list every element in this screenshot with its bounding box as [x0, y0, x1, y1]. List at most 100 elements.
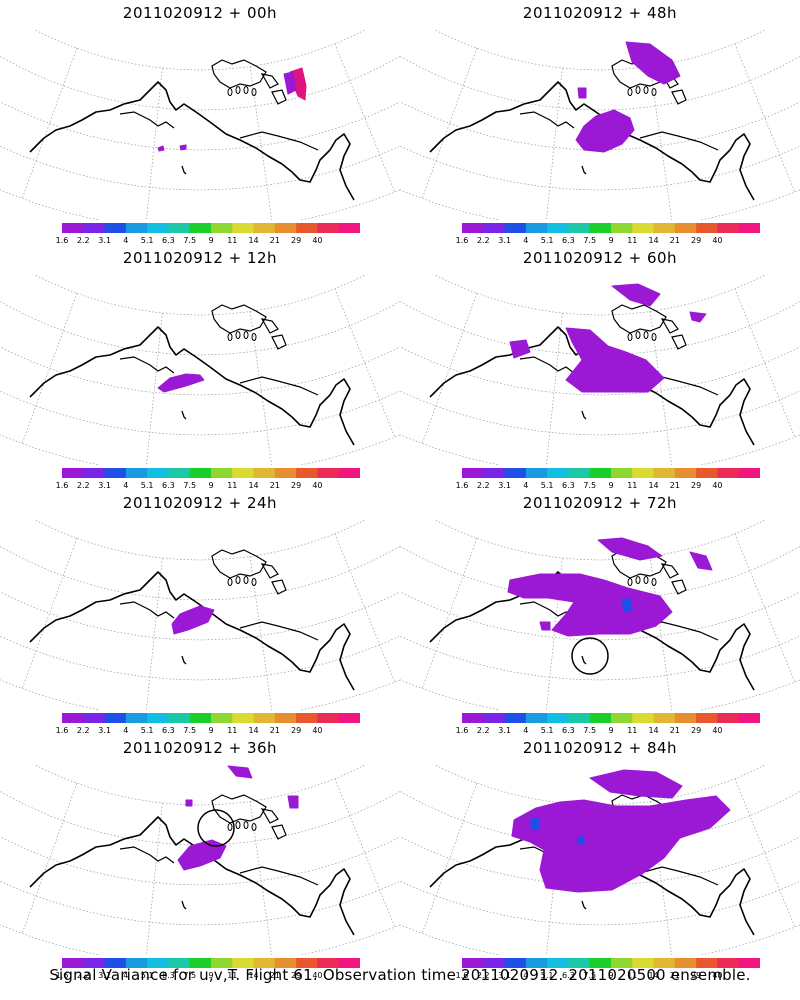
colorbar-tick-label: 1.6	[55, 726, 69, 735]
island	[643, 576, 649, 584]
hawaii-islands	[181, 900, 187, 910]
colorbar-swatch	[338, 958, 360, 968]
colorbar-tick-label: 2.2	[476, 481, 490, 490]
longitude-gridline	[249, 801, 273, 955]
colorbar-tick-label: 21	[269, 971, 280, 980]
island	[227, 823, 233, 831]
colorbar-swatch	[147, 468, 169, 478]
longitude-gridline	[546, 67, 563, 220]
arctic-islands	[211, 549, 287, 595]
colorbar-swatch	[568, 713, 591, 723]
colorbar-tick-label: 21	[669, 236, 680, 245]
colorbar-swatch	[125, 223, 148, 233]
colorbar-tick-label: 2.2	[76, 971, 90, 980]
colorbar-swatch	[632, 958, 655, 968]
longitude-gridline	[146, 557, 163, 710]
colorbar-tick-label: 6.3	[562, 971, 575, 980]
colorbar-swatch	[189, 713, 212, 723]
colorbar-swatch	[547, 958, 569, 968]
colorbar-tick-label: 9	[208, 481, 214, 490]
variance-region	[625, 41, 681, 85]
colorbar-tick-label: 11	[227, 971, 238, 980]
island	[251, 823, 257, 831]
latitude-gridline	[0, 101, 400, 151]
colorbar-swatch	[653, 958, 676, 968]
colorbar-tick-label: 21	[269, 236, 280, 245]
colorbar-swatch	[653, 223, 676, 233]
map	[0, 30, 400, 220]
colorbar-tick-label: 29	[291, 971, 302, 980]
colorbar-swatch	[717, 468, 740, 478]
colorbar-swatch	[62, 468, 84, 478]
colorbar-swatch	[189, 958, 212, 968]
colorbar-tick-label: 9	[608, 726, 614, 735]
hawaii-islands	[581, 410, 587, 420]
variance-region	[157, 373, 205, 393]
colorbar-tick-label: 1.6	[455, 236, 469, 245]
variance-region	[577, 835, 585, 845]
colorbar	[462, 223, 760, 233]
colorbar-swatch	[483, 468, 506, 478]
coastline	[29, 571, 355, 691]
island	[635, 576, 641, 584]
latitude-gridline	[0, 635, 400, 681]
hawaii-islands	[581, 655, 587, 665]
island	[227, 578, 233, 586]
colorbar-swatch	[253, 713, 276, 723]
colorbar-swatch	[253, 223, 276, 233]
colorbar-tick-label: 3.1	[498, 971, 511, 980]
colorbar-swatch	[62, 223, 84, 233]
colorbar-swatch	[589, 958, 612, 968]
variance-region	[171, 605, 215, 635]
colorbar-swatch	[317, 468, 340, 478]
variance-region	[539, 621, 551, 631]
colorbar-swatch	[211, 223, 233, 233]
forecast-panel: 2011020912 + 60h 1.6 2.2 3.1 4 5.1 6.3 7.5 9 11 1…	[400, 245, 800, 490]
colorbar-tick-label: 5.1	[140, 726, 154, 735]
longitude-gridline	[649, 556, 673, 710]
colorbar-swatch	[462, 713, 484, 723]
longitude-gridline	[146, 67, 163, 220]
observation-circle	[197, 809, 235, 847]
colorbar-tick-label: 2.2	[76, 481, 90, 490]
island	[651, 578, 657, 586]
panel-title: 2011020912 + 60h	[522, 249, 678, 267]
colorbar-swatch	[568, 958, 591, 968]
colorbar	[62, 223, 360, 233]
longitude-gridline	[421, 538, 478, 689]
colorbar-tick-label: 40	[312, 481, 323, 490]
colorbar-tick-label: 14	[248, 971, 259, 980]
longitude-gridline	[734, 778, 796, 928]
colorbar-swatch	[696, 713, 718, 723]
coastline	[119, 846, 319, 886]
arctic-islands	[211, 304, 287, 350]
latitude-gridline	[0, 145, 400, 191]
hawaii-islands	[181, 410, 187, 420]
variance-region	[185, 799, 193, 807]
longitude-gridline	[334, 533, 396, 683]
island	[635, 331, 641, 339]
panel-title: 2011020912 + 00h	[122, 4, 278, 22]
colorbar-tick-label: 14	[248, 236, 259, 245]
colorbar-tick-label: 5.1	[540, 236, 554, 245]
panel-title: 2011020912 + 72h	[522, 494, 678, 512]
variance-region	[509, 339, 531, 359]
forecast-panel: 2011020912 + 00h 1.6 2.2 3.1 4 5.1 6.3 7.5 9 11 1…	[0, 0, 400, 245]
longitude-gridline	[546, 802, 563, 955]
map	[400, 765, 800, 955]
colorbar	[62, 958, 360, 968]
island	[243, 331, 249, 339]
latitude-gridline	[0, 55, 400, 111]
colorbar-tick-label: 5.1	[140, 481, 154, 490]
colorbar-swatch	[483, 958, 506, 968]
colorbar-swatch	[525, 713, 548, 723]
colorbar-tick-label: 3.1	[98, 236, 111, 245]
colorbar-ticks: 1.6 2.2 3.1 4 5.1 6.3 7.5 9 11 14 21 29 40	[450, 481, 770, 491]
colorbar-swatch	[504, 223, 527, 233]
colorbar-swatch	[253, 958, 276, 968]
colorbar-tick-label: 6.3	[162, 481, 175, 490]
colorbar-tick-label: 14	[648, 481, 659, 490]
coastline	[29, 81, 355, 201]
colorbar-swatch	[504, 468, 527, 478]
colorbar-tick-label: 11	[627, 726, 638, 735]
